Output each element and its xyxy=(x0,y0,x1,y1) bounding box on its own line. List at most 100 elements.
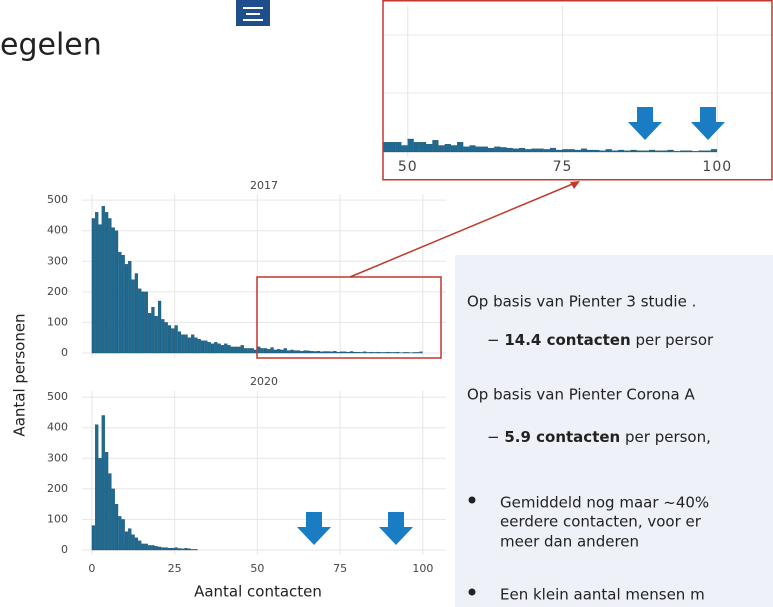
bar xyxy=(204,340,208,354)
y-axis-label: Aantal personen xyxy=(11,313,29,436)
bar xyxy=(562,149,569,153)
bold-text: 5.9 contacten xyxy=(504,428,620,446)
bar xyxy=(419,351,423,354)
bar xyxy=(475,146,482,153)
bar xyxy=(463,146,470,153)
bar xyxy=(108,473,112,551)
bar xyxy=(121,255,125,354)
bar xyxy=(237,346,241,354)
bar xyxy=(91,218,95,354)
bar xyxy=(406,352,410,354)
bullet-text: Een klein aantal mensen m xyxy=(500,586,705,604)
bar xyxy=(624,150,631,153)
bar xyxy=(220,345,225,354)
slide-title: egelen xyxy=(0,28,102,63)
bar xyxy=(373,352,377,354)
bar xyxy=(214,342,218,354)
bar xyxy=(105,452,109,551)
bar xyxy=(111,227,115,354)
bar xyxy=(260,348,264,354)
bar xyxy=(343,351,347,354)
bar xyxy=(273,349,277,354)
y-tick-label: 400 xyxy=(47,421,68,434)
bar xyxy=(419,142,427,153)
bar xyxy=(181,548,185,551)
bold-text: 14.4 contacten xyxy=(504,331,630,349)
bar xyxy=(263,348,268,354)
bar xyxy=(194,337,198,354)
bar xyxy=(512,148,519,153)
bar xyxy=(296,350,301,354)
bar xyxy=(118,516,122,551)
bar xyxy=(618,149,625,153)
bar xyxy=(210,343,215,354)
bar xyxy=(611,150,618,153)
bullet xyxy=(468,588,476,596)
bar xyxy=(207,342,211,354)
bar xyxy=(121,519,125,551)
bar xyxy=(167,325,172,354)
bar xyxy=(531,148,538,153)
bar xyxy=(402,352,407,354)
bar xyxy=(655,150,662,153)
bar xyxy=(243,348,248,354)
bar xyxy=(488,147,495,153)
bar xyxy=(101,206,105,354)
bar xyxy=(500,147,507,153)
bar xyxy=(131,279,135,354)
bar xyxy=(148,545,152,551)
y-tick-label: 100 xyxy=(47,315,68,328)
bar xyxy=(366,352,370,354)
bar xyxy=(240,345,244,354)
bar xyxy=(457,142,464,153)
x-tick-label: 100 xyxy=(412,562,433,575)
bar xyxy=(293,350,297,354)
bar xyxy=(105,212,109,354)
bar xyxy=(412,352,416,354)
bar xyxy=(469,145,476,153)
bar xyxy=(95,212,99,354)
bar xyxy=(333,351,337,354)
bar xyxy=(174,325,178,354)
bar xyxy=(134,273,139,354)
y-tick-label: 300 xyxy=(47,254,68,267)
bar xyxy=(710,149,718,153)
zoom-box xyxy=(256,276,442,359)
bar xyxy=(191,549,195,551)
bar xyxy=(184,334,188,354)
arrow xyxy=(628,107,662,140)
bar xyxy=(98,458,102,551)
x-tick-label: 50 xyxy=(250,562,264,575)
bar xyxy=(187,548,191,551)
bar xyxy=(382,142,389,153)
bar xyxy=(432,140,439,153)
bar xyxy=(164,322,168,354)
bar xyxy=(144,543,148,551)
x-tick-label: 75 xyxy=(333,562,347,575)
bar xyxy=(494,146,501,153)
bar xyxy=(138,288,142,354)
bar xyxy=(369,351,373,354)
plot-background xyxy=(383,5,773,158)
bar xyxy=(568,149,575,153)
bar xyxy=(161,319,165,354)
text-line: Op basis van Pienter Corona A xyxy=(467,386,696,404)
y-tick-label: 0 xyxy=(61,543,68,556)
bar xyxy=(167,548,172,551)
x-tick-label: 0 xyxy=(88,562,95,575)
bar xyxy=(667,149,674,153)
x-tick-label: 25 xyxy=(168,562,182,575)
bar xyxy=(98,224,102,354)
bar xyxy=(224,343,228,354)
y-tick-label: 200 xyxy=(47,285,68,298)
bar xyxy=(395,142,402,153)
bar xyxy=(124,531,129,551)
zoom-line xyxy=(349,182,576,278)
bar xyxy=(270,347,274,354)
y-tick-label: 100 xyxy=(47,512,68,525)
bar xyxy=(280,349,284,354)
arrow xyxy=(379,512,413,545)
bar xyxy=(642,150,649,153)
bar xyxy=(134,537,139,551)
bar xyxy=(161,547,165,551)
